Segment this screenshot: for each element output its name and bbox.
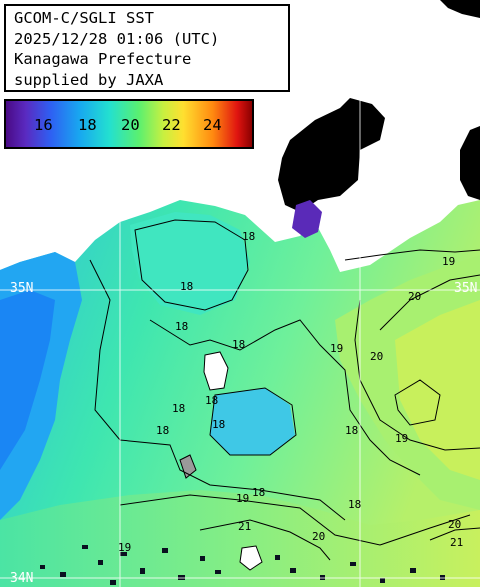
contour-label: 20 [448,518,461,531]
land-peninsula-tip [292,200,322,238]
contour-label: 18 [205,394,218,407]
credit-line: supplied by JAXA [14,70,164,89]
contour-lines [89,219,480,561]
contour-label: 21 [450,536,463,549]
scale-tick: 16 [34,116,53,134]
central-patch [210,388,295,455]
contour-label: 21 [238,520,251,533]
contour-label: 18 [172,402,185,415]
region-name: Kanagawa Prefecture [14,50,192,68]
contour-label: 18 [156,424,169,437]
land-top-corner [440,0,480,18]
island-south [239,545,263,571]
latitude-label: 35N [454,281,477,296]
contour-21 [429,527,480,541]
contour-label: 18 [242,230,255,243]
contour-19 [119,494,471,546]
contour-label: 20 [370,350,383,363]
contour-20-south [199,519,331,561]
contour-18-center [149,319,421,476]
contour-18-bay [134,219,249,311]
scale-tick: 20 [121,116,140,134]
contour-label: 19 [330,342,343,355]
contour-label: 19 [236,492,249,505]
contour-label: 18 [212,418,225,431]
timestamp: 2025/12/28 01:06 (UTC) [14,29,220,48]
contour-labels: 18 18 18 18 18 18 18 18 18 18 18 19 19 1… [118,230,463,554]
scale-tick: 22 [162,116,181,134]
scale-tick: 18 [78,116,97,134]
latitude-label: 34N [10,571,33,586]
contour-label: 18 [232,338,245,351]
contour-label: 20 [408,290,421,303]
contour-18-inner [209,387,297,456]
land-boso [278,98,385,212]
color-scale: 16 18 20 22 24 [4,99,254,149]
contour-label: 18 [348,498,361,511]
contour-label: 19 [442,255,455,268]
contour-label: 18 [252,486,265,499]
contour-20-loop [394,379,441,426]
contour-east-line [354,299,480,451]
contour-label: 18 [180,280,193,293]
latitude-label: 35N [10,281,33,296]
product-title: GCOM-C/SGLI SST [14,9,154,27]
title-box: GCOM-C/SGLI SST 2025/12/28 01:06 (UTC) K… [4,4,290,92]
contour-label: 20 [312,530,325,543]
contour-label: 19 [395,432,408,445]
land-east [460,126,480,200]
bay-inner [130,212,250,315]
contour-label: 18 [345,424,358,437]
cloud-mask [40,545,445,585]
contour-label: 19 [118,541,131,554]
contour-label: 18 [175,320,188,333]
east-warmer [395,300,480,480]
scale-tick: 24 [203,116,222,134]
contour-19-east [344,249,480,261]
island-enoshima [203,351,229,391]
cold-water-west-inner [0,290,55,470]
contour-18-west [89,259,346,521]
